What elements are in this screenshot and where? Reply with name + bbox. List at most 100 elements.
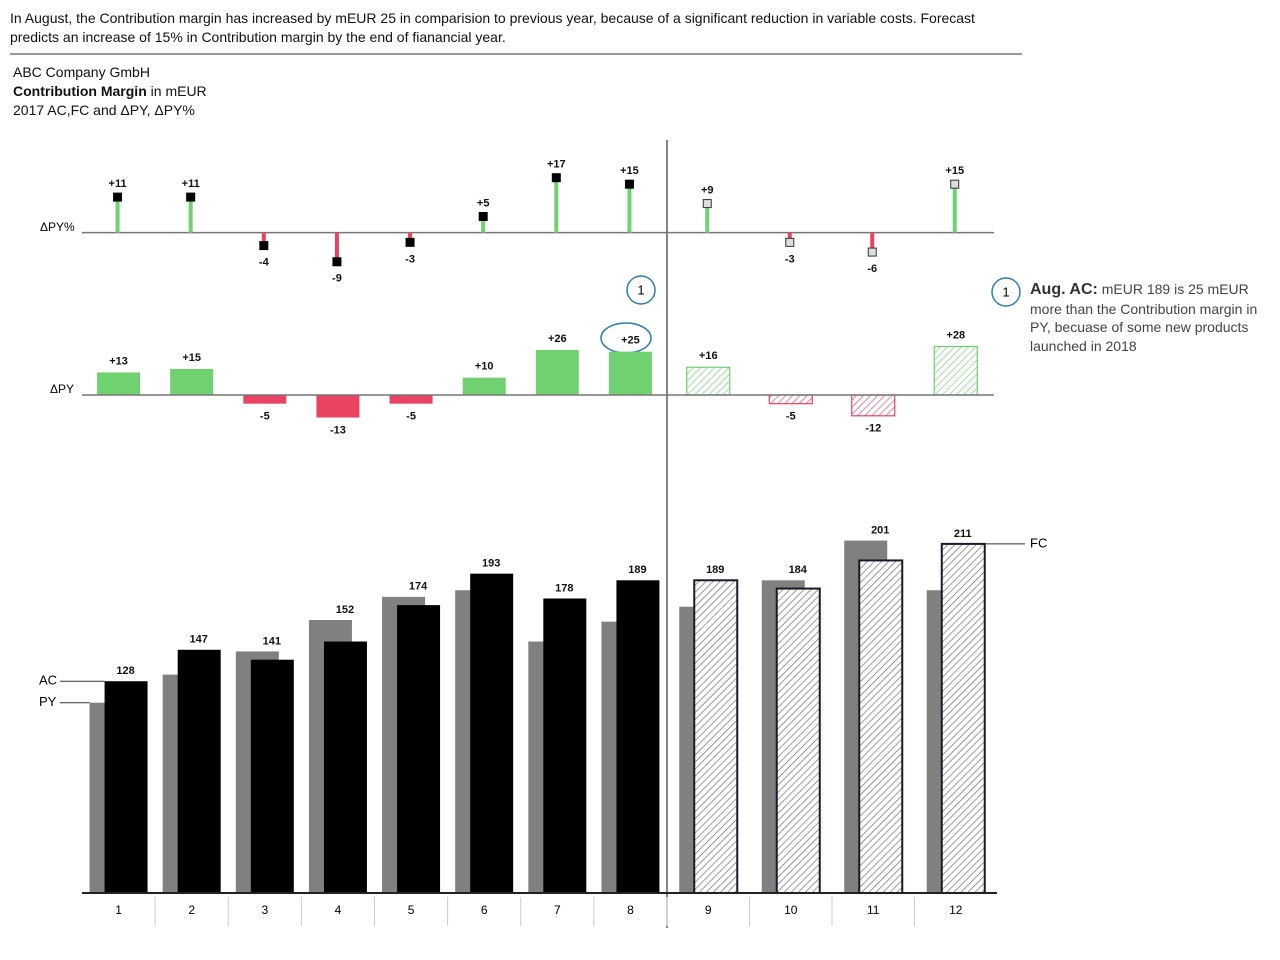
x-tick-label: 4: [335, 903, 342, 917]
ac-bar: [543, 598, 587, 893]
value-label: 201: [871, 524, 889, 536]
ac-bar: [323, 641, 367, 893]
value-label: 174: [409, 581, 428, 593]
value-label: 178: [555, 582, 573, 594]
value-label: -5: [406, 411, 416, 423]
value-label: 152: [336, 604, 354, 616]
value-label: +13: [109, 355, 128, 367]
value-label: +15: [945, 165, 964, 177]
fc-bar: [775, 587, 821, 895]
value-label: -5: [260, 411, 270, 423]
value-label: -6: [867, 263, 877, 275]
value-label: +15: [620, 165, 639, 177]
measure-line: Contribution Margin in mEUR: [13, 82, 207, 101]
value-label: -9: [332, 273, 342, 285]
value-label: 189: [706, 564, 724, 576]
delta-bar: [933, 345, 978, 396]
value-label: 184: [789, 564, 808, 576]
delta-bar: [170, 369, 214, 395]
pin-head: [478, 212, 488, 221]
legend-label: FC: [1030, 535, 1047, 550]
value-label: -5: [786, 411, 796, 423]
title-block: ABC Company GmbH Contribution Margin in …: [13, 63, 207, 120]
x-tick-label: 2: [188, 903, 195, 917]
delta-bar: [768, 394, 813, 405]
value-label: +26: [548, 333, 567, 345]
delta-bar: [686, 366, 731, 396]
pin-head: [186, 192, 196, 202]
x-tick-label: 12: [949, 903, 963, 917]
value-label: 128: [116, 665, 134, 677]
pin-head: [702, 199, 712, 209]
value-label: 189: [628, 564, 646, 576]
pin-head: [785, 237, 795, 247]
x-tick-label: 3: [261, 903, 268, 917]
value-label: +17: [547, 159, 566, 171]
callout-text: mEUR 189 is 25 mEUR more than the Contri…: [1030, 281, 1258, 354]
axis-label: ΔPY: [50, 382, 74, 396]
pin-head: [405, 237, 415, 247]
value-label: 141: [263, 635, 281, 647]
delta-bar: [608, 351, 652, 395]
callout-marker: 1: [637, 282, 644, 297]
value-label: +25: [621, 335, 640, 347]
delta-bar: [535, 349, 579, 395]
value-label: +5: [477, 197, 490, 209]
delta-bar: [389, 395, 433, 404]
ac-bar: [470, 573, 514, 893]
value-label: +9: [701, 184, 714, 196]
pin-head: [950, 179, 960, 189]
value-label: 193: [482, 558, 500, 570]
fc-bar: [858, 559, 904, 894]
header-text: In August, the Contribution margin has i…: [10, 10, 975, 45]
pin-head: [867, 247, 877, 257]
ac-bar: [250, 659, 294, 893]
callout: Aug. AC: mEUR 189 is 25 mEUR more than t…: [1030, 280, 1260, 355]
callout-marker-circle: [991, 277, 1021, 307]
fc-bar: [693, 579, 739, 894]
delta-bar: [462, 377, 506, 395]
value-label: -3: [405, 253, 415, 265]
pin-head: [624, 179, 634, 189]
measure: Contribution Margin: [13, 83, 147, 99]
value-label: 147: [190, 634, 208, 646]
scenario: 2017 AC,FC and ΔPY, ΔPY%: [13, 102, 195, 118]
value-label: +16: [699, 350, 718, 362]
pin-head: [332, 257, 342, 267]
value-label: -4: [259, 257, 270, 269]
x-tick-label: 10: [784, 903, 798, 917]
axis-label: ΔPY%: [40, 220, 75, 234]
value-label: +15: [182, 352, 201, 364]
ac-bar: [177, 649, 221, 893]
delta-bar: [97, 372, 141, 395]
x-tick-label: 9: [705, 903, 712, 917]
ac-bar: [616, 580, 660, 893]
legend-label: AC: [39, 673, 57, 688]
callout-marker-circle: [626, 275, 656, 305]
delta-bar: [316, 395, 360, 418]
x-tick-label: 6: [481, 903, 488, 917]
delta-bar: [243, 395, 287, 404]
value-label: +28: [946, 329, 965, 341]
delta-bar: [851, 394, 896, 417]
x-tick-label: 7: [554, 903, 561, 917]
legend-label: PY: [39, 694, 57, 709]
value-label: +10: [475, 361, 494, 373]
value-label: +11: [109, 178, 127, 190]
value-label: -13: [330, 424, 346, 436]
pin-head: [259, 241, 269, 251]
value-label: -3: [785, 253, 795, 265]
x-tick-label: 8: [627, 903, 634, 917]
x-tick-label: 1: [115, 903, 122, 917]
ac-bar: [104, 681, 148, 893]
unit: in mEUR: [146, 83, 207, 99]
pin-head: [551, 173, 561, 183]
callout-marker: 1: [1002, 284, 1009, 299]
callout-title: Aug. AC:: [1030, 281, 1098, 298]
fc-bar: [940, 542, 986, 895]
x-tick-label: 11: [867, 903, 880, 917]
x-tick-label: 5: [408, 903, 415, 917]
value-label: -12: [865, 423, 881, 435]
